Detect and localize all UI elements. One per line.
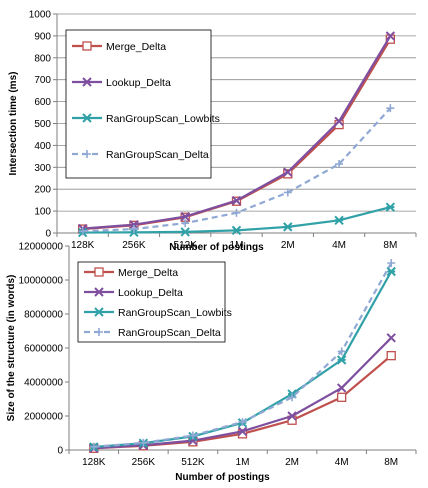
y-tick-label: 1000: [29, 10, 52, 21]
legend-marker: [82, 113, 92, 123]
data-point: [139, 438, 148, 447]
legend-marker: [82, 41, 92, 51]
chart-1: 0 100 200 300 400 500 600 700 800 900 1000 128K 256K…: [8, 10, 417, 253]
y-axis-title: Intersection time (ms): [8, 72, 19, 176]
y-tick-label: 700: [34, 75, 51, 86]
data-point: [385, 202, 396, 212]
y-axis-title: Size of the structure (in words): [6, 275, 17, 422]
x-tick-label: 512K: [174, 240, 198, 251]
data-point: [129, 225, 138, 234]
legend-label: RanGroupScan_Lowbits: [118, 307, 232, 319]
data-point: [335, 160, 344, 169]
y-tick-label: 6000000: [24, 344, 63, 355]
x-tick-label: 1M: [236, 457, 250, 468]
data-point: [232, 208, 241, 217]
x-tick-label: 256K: [132, 457, 156, 468]
data-point: [181, 219, 190, 228]
data-point: [188, 431, 197, 440]
y-tick-label: 200: [34, 185, 51, 196]
x-tick-label: 4M: [332, 240, 346, 251]
y-tick-label: 0: [57, 446, 63, 457]
data-point: [336, 383, 347, 393]
legend-label: RanGroupScan_Delta: [106, 149, 209, 161]
y-tick-label: 0: [45, 229, 51, 240]
x-axis-title: Number of postings: [175, 472, 270, 483]
legend-marker: [95, 328, 103, 336]
legend-label: Lookup_Delta: [118, 287, 183, 299]
x-tick-label: 2M: [281, 240, 295, 251]
data-point: [89, 442, 98, 451]
legend-label: Lookup_Delta: [106, 77, 171, 89]
data-point: [237, 426, 248, 437]
x-tick-label: 128K: [82, 457, 106, 468]
x-tick-label: 512K: [181, 457, 205, 468]
data-point: [78, 227, 87, 236]
data-point: [237, 429, 248, 439]
y-tick-label: 900: [34, 31, 51, 42]
data-point: [288, 393, 297, 402]
y-tick-label: 500: [34, 119, 51, 130]
data-point: [386, 266, 396, 277]
y-tick-label: 8000000: [24, 310, 63, 321]
legend-label: RanGroupScan_Lowbits: [106, 113, 220, 125]
x-tick-label: 2M: [285, 457, 299, 468]
data-point: [386, 104, 395, 113]
legend-marker: [83, 150, 91, 158]
y-tick-label: 12000000: [19, 242, 64, 253]
data-point: [283, 188, 292, 197]
x-tick-label: 8M: [384, 457, 398, 468]
x-tick-label: 8M: [383, 240, 397, 251]
legend-label: Merge_Delta: [106, 41, 166, 53]
legend-marker: [94, 267, 104, 277]
data-point: [387, 259, 396, 267]
x-tick-label: 4M: [335, 457, 349, 468]
data-point: [231, 195, 242, 206]
y-tick-label: 2000000: [24, 412, 63, 423]
y-tick-label: 400: [34, 141, 51, 152]
data-point: [231, 225, 242, 236]
x-axis-title: Number of postings: [169, 242, 264, 253]
x-tick-label: 256K: [122, 240, 146, 251]
data-point: [336, 392, 347, 402]
y-tick-label: 800: [34, 53, 51, 64]
legend-marker: [94, 307, 104, 317]
data-point: [283, 222, 293, 232]
data-point: [337, 347, 346, 356]
y-tick-label: 100: [34, 207, 51, 218]
data-point: [287, 411, 297, 421]
data-point: [385, 31, 396, 41]
legend-marker: [94, 287, 104, 297]
data-point: [283, 167, 293, 177]
data-point: [334, 215, 344, 226]
chart-2: 0 2000000 4000000 6000000 8000000 10000000 120…: [6, 242, 417, 483]
y-tick-label: 4000000: [24, 378, 63, 389]
data-point: [336, 355, 347, 365]
y-tick-label: 10000000: [19, 276, 64, 287]
data-point: [386, 333, 396, 343]
data-point: [386, 350, 396, 361]
data-point: [238, 417, 247, 426]
y-tick-label: 600: [34, 97, 51, 108]
data-point: [180, 211, 190, 222]
data-point: [334, 116, 344, 127]
legend-label: Merge_Delta: [118, 267, 178, 279]
x-tick-label: 128K: [71, 240, 95, 251]
data-point: [129, 219, 139, 230]
legend-marker: [82, 77, 92, 87]
legend-label: RanGroupScan_Delta: [118, 327, 221, 339]
data-point: [180, 227, 190, 237]
x-tick-label: 1M: [230, 240, 244, 251]
y-tick-label: 300: [34, 163, 51, 174]
